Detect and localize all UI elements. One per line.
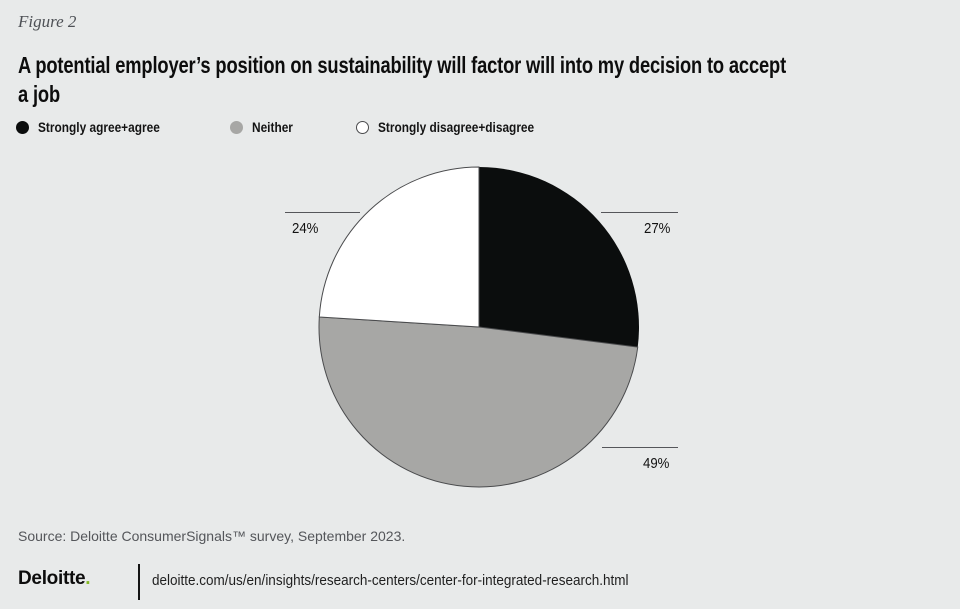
callout-strongly-disagree: 24% <box>285 212 360 237</box>
slice-value-label: 24% <box>292 220 319 237</box>
pie-chart <box>318 166 640 488</box>
callout-strongly-agree: 27% <box>601 212 678 237</box>
legend-item-strongly-disagree: Strongly disagree+disagree <box>356 120 555 135</box>
legend-label: Strongly disagree+disagree <box>378 120 535 135</box>
logo-green-dot: . <box>85 568 91 589</box>
footer-divider <box>138 564 140 600</box>
legend-item-neither: Neither <box>230 120 299 135</box>
slice-value-label: 49% <box>643 455 670 472</box>
callout-neither: 49% <box>602 447 678 472</box>
logo-text: Deloitte <box>18 568 86 589</box>
pie-slice-neither <box>318 316 639 488</box>
pie-slice-strongly-agree-agree <box>479 167 640 348</box>
deloitte-logo: Deloitte. <box>18 568 91 590</box>
chart-title: A potential employer’s position on susta… <box>18 51 942 109</box>
footer-url: deloitte.com/us/en/insights/research-cen… <box>152 572 629 589</box>
legend-swatch-gray-icon <box>230 121 243 134</box>
figure-label: Figure 2 <box>18 12 77 31</box>
chart-title-line2: a job <box>18 81 60 107</box>
source-note: Source: Deloitte ConsumerSignals™ survey… <box>18 528 406 544</box>
slice-value-label: 27% <box>644 220 671 237</box>
pie-slice-strongly-disagree-disagree <box>318 166 480 328</box>
legend-item-strongly-agree: Strongly agree+agree <box>16 120 176 135</box>
legend-label: Neither <box>252 120 293 135</box>
legend-swatch-black-icon <box>16 121 29 134</box>
legend-swatch-white-icon <box>356 121 369 134</box>
chart-title-line1: A potential employer’s position on susta… <box>18 52 787 78</box>
legend-label: Strongly agree+agree <box>38 120 160 135</box>
